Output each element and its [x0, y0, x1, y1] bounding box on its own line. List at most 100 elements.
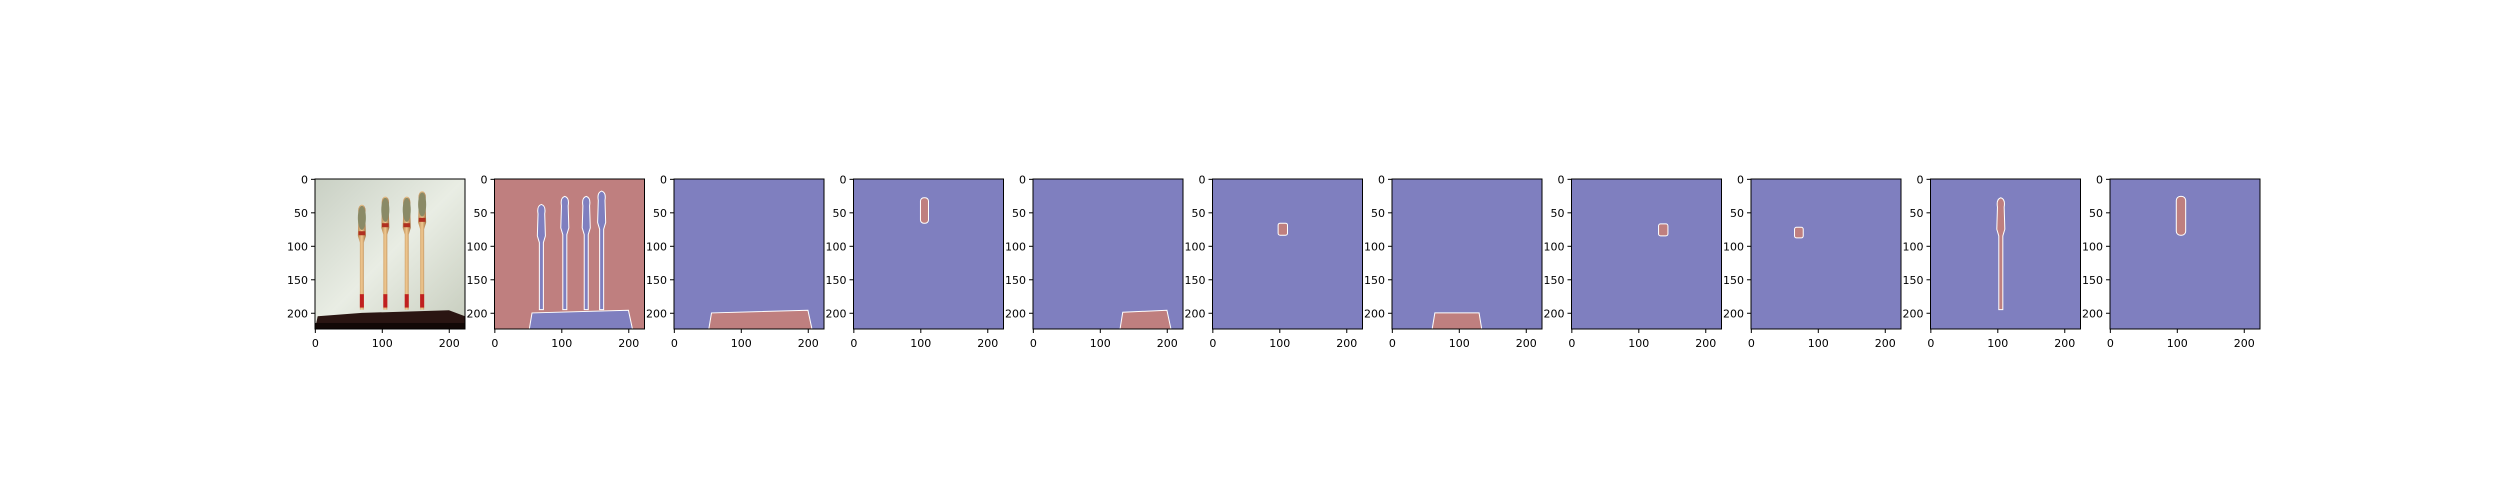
y-tick-label: 50	[1192, 207, 1206, 220]
x-tick-label: 200	[439, 337, 460, 350]
brush	[357, 204, 366, 310]
x-tick-label: 0	[671, 337, 678, 350]
x-tick-label: 0	[1568, 337, 1575, 350]
x-tick-label: 100	[910, 337, 931, 350]
x-tick-label: 200	[618, 337, 639, 350]
panel-mask-6: 0 50 100 150 200 0 100 200	[1364, 173, 1543, 350]
y-tick-label: 200	[1185, 307, 1206, 320]
y-tick-label: 100	[287, 240, 308, 253]
panel-mask-8: 0 50 100 150 200 0 100 200	[1723, 173, 1902, 350]
axes-frame	[853, 178, 1004, 330]
brush-silhouette	[581, 195, 591, 311]
y-tick-label: 100	[1723, 240, 1744, 253]
x-tick-label: 0	[850, 337, 857, 350]
mask-region	[1658, 223, 1669, 237]
panel-photo: 0 50 100 150 200 0 100 200	[287, 173, 466, 350]
y-tick-label: 0	[2096, 173, 2103, 186]
axes-frame	[2109, 178, 2261, 330]
x-tick-label: 100	[1269, 337, 1290, 350]
mask-region	[1119, 309, 1172, 330]
x-tick-label: 100	[1449, 337, 1470, 350]
panel-mask-9: 0 50 100 150 200 0 100 200	[1903, 173, 2081, 350]
y-tick-label: 200	[2082, 307, 2103, 320]
x-tick-label: 100	[731, 337, 752, 350]
y-tick-label: 200	[1723, 307, 1744, 320]
axes-frame	[1212, 178, 1363, 330]
x-tick-label: 200	[1875, 337, 1896, 350]
x-tick-label: 200	[1695, 337, 1716, 350]
x-tick-label: 0	[1927, 337, 1934, 350]
panel-mask-1: 0 50 100 150 200 0 100 200	[467, 173, 645, 350]
mask-background	[1751, 179, 1901, 329]
panel-mask-3: 0 50 100 150 200 0 100 200	[826, 173, 1004, 350]
brush-silhouette	[560, 195, 570, 311]
panel-mask-4: 0 50 100 150 200 0 100 200	[1005, 173, 1184, 350]
y-tick-label: 200	[1005, 307, 1026, 320]
y-tick-label: 100	[1185, 240, 1206, 253]
axes-frame	[673, 178, 825, 330]
y-tick-label: 150	[646, 274, 667, 287]
y-tick-label: 100	[1364, 240, 1385, 253]
y-tick-label: 200	[1544, 307, 1565, 320]
x-tick-label: 200	[1516, 337, 1537, 350]
y-tick-label: 200	[646, 307, 667, 320]
x-tick-label: 200	[1336, 337, 1357, 350]
y-tick-label: 200	[1903, 307, 1924, 320]
x-tick-label: 100	[551, 337, 572, 350]
y-tick-label: 100	[1903, 240, 1924, 253]
y-tick-label: 150	[1185, 274, 1206, 287]
x-tick-label: 200	[1157, 337, 1178, 350]
y-tick-label: 0	[1199, 173, 1206, 186]
y-tick-label: 150	[467, 274, 488, 287]
y-tick-label: 150	[1903, 274, 1924, 287]
axes-frame	[1571, 178, 1722, 330]
brush	[381, 196, 390, 310]
y-tick-label: 200	[467, 307, 488, 320]
y-tick-label: 50	[474, 207, 488, 220]
y-tick-label: 0	[301, 173, 308, 186]
y-tick-label: 0	[660, 173, 667, 186]
brush-silhouette	[597, 190, 607, 311]
x-tick-label: 100	[2167, 337, 2188, 350]
axes-frame	[494, 178, 645, 330]
panel-mask-10: 0 50 100 150 200 0 100 200	[2082, 173, 2261, 350]
y-tick-label: 0	[1737, 173, 1744, 186]
y-tick-label: 100	[467, 240, 488, 253]
y-tick-label: 150	[287, 274, 308, 287]
mask-region	[708, 309, 813, 330]
x-tick-label: 0	[491, 337, 498, 350]
axes-frame	[1032, 178, 1184, 330]
x-tick-label: 200	[2054, 337, 2075, 350]
y-tick-label: 150	[1723, 274, 1744, 287]
y-tick-label: 150	[1364, 274, 1385, 287]
brush-silhouette	[536, 203, 546, 311]
x-tick-label: 100	[1987, 337, 2008, 350]
axes-frame	[314, 178, 466, 330]
x-tick-label: 100	[1808, 337, 1829, 350]
mask-background	[1930, 179, 2081, 329]
mask-background	[494, 179, 645, 329]
mask-region	[2175, 195, 2187, 236]
x-tick-label: 100	[1090, 337, 1111, 350]
mask-background	[1212, 179, 1363, 329]
axes-frame	[1930, 178, 2081, 330]
y-tick-label: 50	[1012, 207, 1026, 220]
mask-background	[1033, 179, 1183, 329]
mask-region	[1277, 222, 1289, 236]
y-tick-label: 200	[826, 307, 847, 320]
y-tick-label: 50	[1910, 207, 1924, 220]
x-tick-label: 0	[2107, 337, 2114, 350]
mask-region	[1794, 226, 1804, 239]
y-tick-label: 50	[1730, 207, 1744, 220]
panel-mask-5: 0 50 100 150 200 0 100 200	[1185, 173, 1363, 350]
y-tick-label: 100	[646, 240, 667, 253]
mask-region	[1431, 312, 1483, 330]
mask-background	[1571, 179, 1722, 329]
x-tick-label: 200	[977, 337, 998, 350]
x-tick-label: 0	[1209, 337, 1216, 350]
y-tick-label: 150	[826, 274, 847, 287]
mask-region	[1996, 197, 2006, 311]
y-tick-label: 0	[481, 173, 488, 186]
y-tick-label: 150	[1005, 274, 1026, 287]
